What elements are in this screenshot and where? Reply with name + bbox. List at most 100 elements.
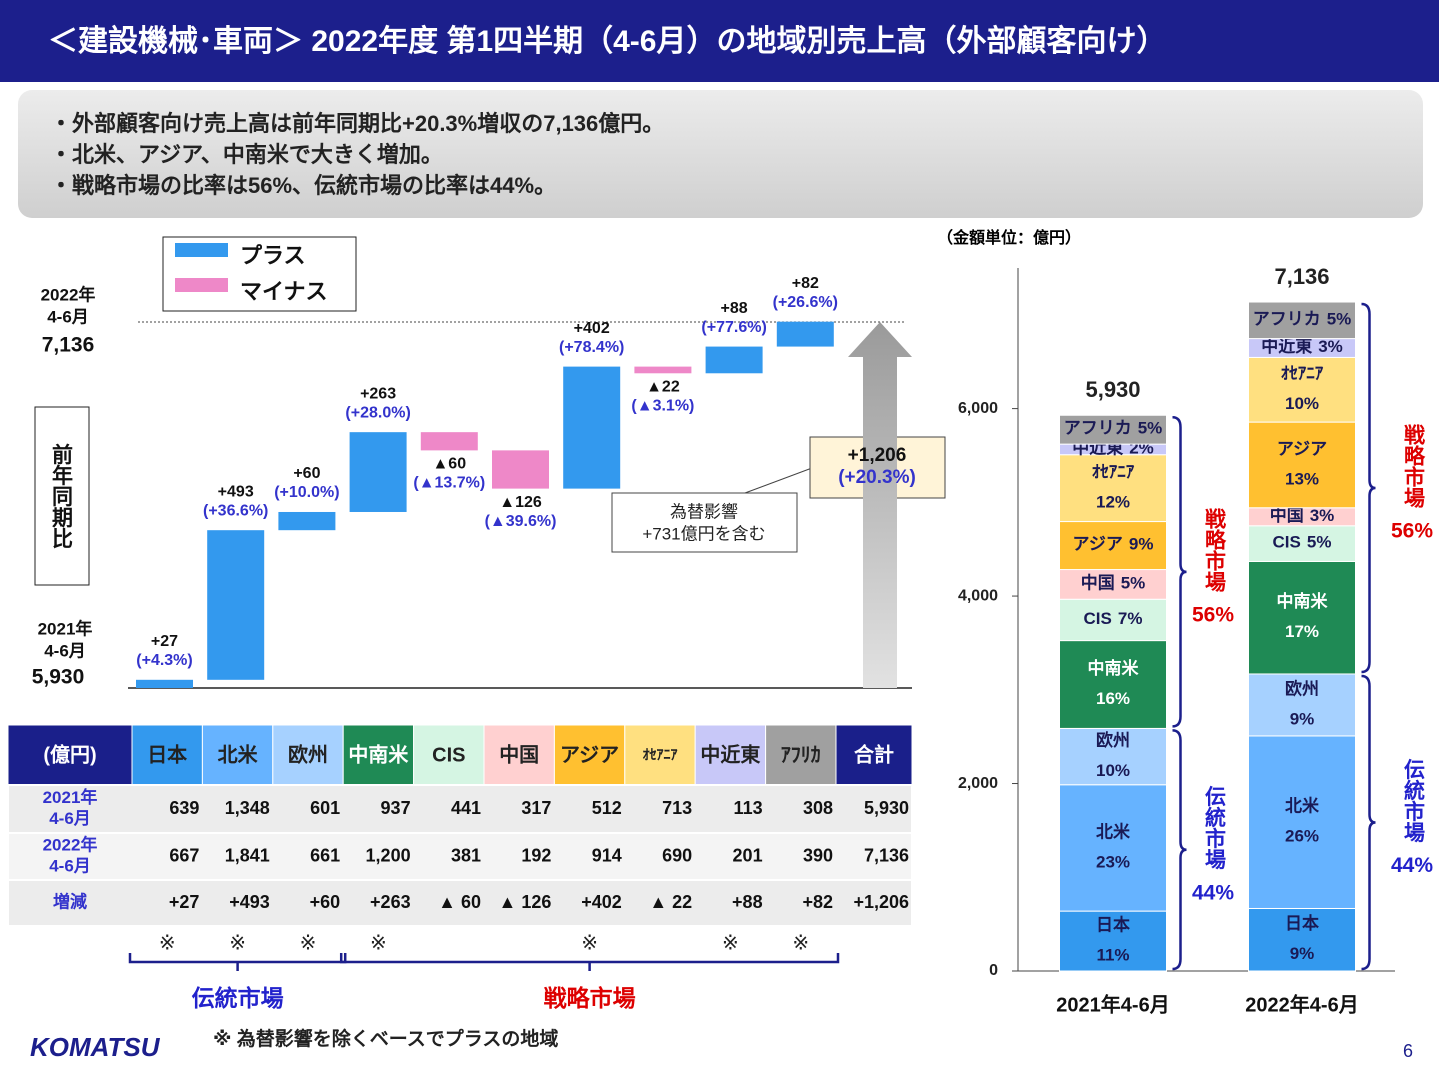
cell: +60 xyxy=(310,892,341,912)
y-axis-title: 前年同期比 xyxy=(49,443,73,550)
cell: 937 xyxy=(381,798,411,818)
segment-name: 北米 xyxy=(1096,821,1131,841)
segment-name: ｵｾｱﾆｱ xyxy=(1281,364,1324,383)
cell: 308 xyxy=(803,798,833,818)
legend-swatch xyxy=(175,278,228,292)
cell: 441 xyxy=(451,798,481,818)
y-tick-label: 2,000 xyxy=(958,775,998,792)
value-label: +493 xyxy=(218,483,254,500)
group-brace xyxy=(1172,729,1187,971)
total-change: (+20.3%) xyxy=(838,467,916,488)
bar-segment xyxy=(1248,673,1356,737)
total-arrow xyxy=(848,322,912,688)
header-label: 中近東 xyxy=(700,742,760,766)
segment-share: 3% xyxy=(1318,337,1343,356)
waterfall-bar xyxy=(207,530,265,680)
bar-segment xyxy=(1059,727,1167,786)
fx-mark: ※ xyxy=(370,932,387,954)
cell: +493 xyxy=(229,892,270,912)
change-label: (▲3.1%) xyxy=(631,398,694,415)
segment-name: 中南米 xyxy=(1088,658,1140,678)
segment-share: 9% xyxy=(1290,709,1315,728)
y-tick-label: 4,000 xyxy=(958,587,998,604)
waterfall-bar xyxy=(278,511,336,531)
segment-label: アフリカ 5% xyxy=(1064,419,1163,438)
segment-name: 中近東 xyxy=(1261,336,1312,356)
segment-name: 中国 xyxy=(1081,573,1115,593)
group-name: 戦略市場 xyxy=(1202,508,1226,592)
segment-label: 中国 3% xyxy=(1270,505,1335,525)
bar-segment xyxy=(1059,598,1167,642)
group-name: 戦略市場 xyxy=(1401,424,1425,508)
value-label: ▲22 xyxy=(646,379,680,396)
segment-label: CIS 7% xyxy=(1084,609,1143,628)
cell: 690 xyxy=(662,845,692,865)
waterfall-bar xyxy=(136,679,193,688)
segment-label: アジア 9% xyxy=(1073,535,1154,554)
legend-swatch xyxy=(175,243,228,257)
end-label: 2022年 xyxy=(41,284,96,304)
bar-segment xyxy=(1059,454,1167,523)
cell: 661 xyxy=(310,845,340,865)
footnote: ※ 為替影響を除くベースでプラスの地域 xyxy=(213,1027,558,1050)
segment-name: アジア xyxy=(1277,439,1327,458)
bar-segment xyxy=(1248,301,1356,340)
legend-label: マイナス xyxy=(240,279,328,304)
value-label: +88 xyxy=(721,300,748,317)
change-label: (▲13.7%) xyxy=(413,475,485,492)
group-name: 伝統市場 xyxy=(1202,785,1226,870)
header-label: 日本 xyxy=(147,743,187,766)
bar-segment xyxy=(1248,356,1356,423)
cell: +88 xyxy=(732,892,763,912)
segment-name: CIS xyxy=(1084,609,1112,628)
segment-name: 欧州 xyxy=(1096,730,1130,750)
segment-name: 欧州 xyxy=(1285,678,1319,698)
cell: 201 xyxy=(733,845,763,865)
cell: +402 xyxy=(581,892,622,912)
cell: 1,348 xyxy=(225,798,270,818)
segment-share: 17% xyxy=(1285,622,1319,641)
change-label: (+28.0%) xyxy=(345,404,410,421)
segment-share: 7% xyxy=(1118,609,1143,628)
summary-line: ・北米、アジア、中南米で大きく増加。 xyxy=(50,142,443,167)
segment-name: 日本 xyxy=(1096,915,1130,935)
segment-label: 中近東 3% xyxy=(1261,336,1343,356)
header-cell xyxy=(694,724,767,786)
cell: 601 xyxy=(310,798,340,818)
annotation-pointer xyxy=(744,467,813,494)
change-label: (+4.3%) xyxy=(136,652,192,669)
group-share: 44% xyxy=(1391,854,1433,877)
segment-name: アフリカ xyxy=(1253,310,1321,329)
waterfall-bar xyxy=(492,450,549,489)
annotation: +731億円を含む xyxy=(642,524,765,543)
segment-share: 5% xyxy=(1138,419,1163,438)
x-tick-label: 2022年4-6月 xyxy=(1245,992,1358,1016)
segment-label: アフリカ 5% xyxy=(1253,310,1352,329)
segment-name: 中国 xyxy=(1270,505,1304,525)
y-tick-label: 6,000 xyxy=(958,400,998,417)
fx-mark: ※ xyxy=(159,932,176,954)
header-label: (億円) xyxy=(43,742,96,766)
group-brace xyxy=(1361,674,1376,971)
cell: 192 xyxy=(521,845,551,865)
cell: 5,930 xyxy=(864,798,909,818)
segment-share: 9% xyxy=(1129,535,1154,554)
x-tick-label: 2021年4-6月 xyxy=(1056,992,1169,1016)
fx-mark: ※ xyxy=(792,932,809,954)
y-tick-label: 0 xyxy=(989,962,998,979)
row-bg xyxy=(7,879,913,927)
bar-segment xyxy=(1248,525,1356,562)
segment-share: 12% xyxy=(1096,493,1130,512)
waterfall-bar xyxy=(776,321,834,347)
header-cell xyxy=(553,724,626,786)
group-label: 伝統市場 xyxy=(192,985,284,1011)
fx-mark: ※ xyxy=(229,932,246,954)
bar-segment xyxy=(1059,784,1167,912)
segment-share: 3% xyxy=(1310,506,1335,525)
value-label: +263 xyxy=(360,385,396,402)
cell: 667 xyxy=(169,845,199,865)
annotation: 為替影響 xyxy=(670,502,738,521)
header-label: アジア xyxy=(560,744,619,766)
cell: ▲ 22 xyxy=(649,892,692,912)
